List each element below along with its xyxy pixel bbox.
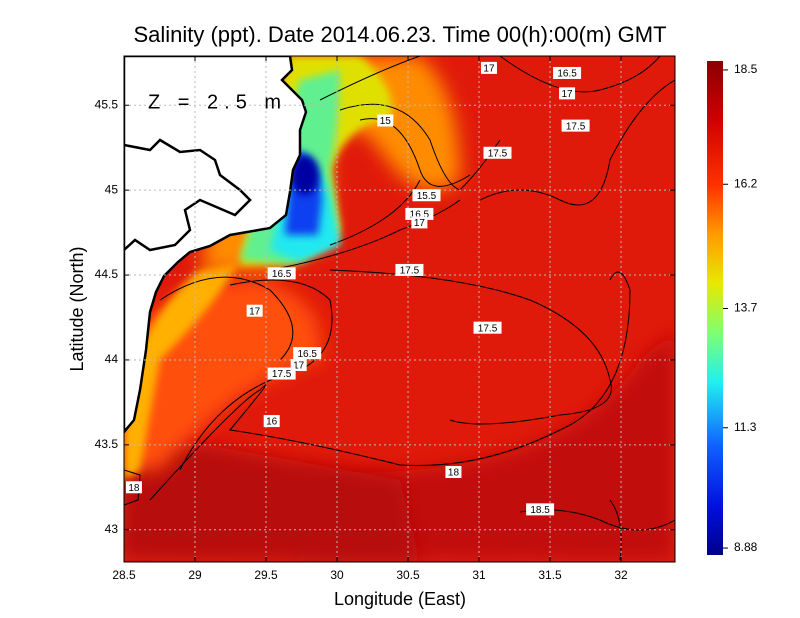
contour-label: 18 <box>128 483 140 494</box>
contour-label: 16 <box>266 417 278 428</box>
plot-frame <box>123 55 676 563</box>
contour-label: 17.5 <box>400 266 420 277</box>
colorbar-tick-label: 11.3 <box>734 420 757 434</box>
contour-label-box <box>125 481 142 494</box>
contour-label: 16.5 <box>297 349 317 360</box>
contour-label: 18.5 <box>530 505 550 516</box>
contour-label-box <box>559 87 576 100</box>
colorbar-tick-label: 13.7 <box>734 301 758 315</box>
contour-label: 17.5 <box>478 323 498 334</box>
contour-label: 17.5 <box>272 369 292 380</box>
contour-label-box <box>246 304 263 317</box>
contour-label-box <box>561 119 590 132</box>
contour-label: 17 <box>483 64 495 75</box>
contour-label-box <box>553 66 582 79</box>
y-tick-label: 44.5 <box>95 267 119 281</box>
x-axis-label: Longitude (East) <box>334 589 466 609</box>
y-tick-label: 45.5 <box>95 97 119 111</box>
x-tick-label: 29 <box>188 568 202 582</box>
contour-label: 16.5 <box>272 269 292 280</box>
contour-label: 17 <box>562 89 574 100</box>
contour-label: 15 <box>380 116 392 127</box>
x-tick-label: 30.5 <box>396 568 420 582</box>
contour-label: 17.5 <box>488 148 508 159</box>
x-tick-label: 31 <box>472 568 486 582</box>
y-tick-label: 43 <box>105 522 119 536</box>
contour-label: 17 <box>293 361 305 372</box>
contour-label-box <box>411 216 428 229</box>
y-tick-label: 44 <box>105 352 119 366</box>
contour-label-box <box>473 321 502 334</box>
contour-label-box <box>483 146 512 159</box>
x-tick-label: 31.5 <box>538 568 562 582</box>
contour-label: 16.5 <box>557 69 577 80</box>
colorbar-tick-label: 8.88 <box>734 540 758 554</box>
contour-label: 16.5 <box>410 210 430 221</box>
contour-label-box <box>377 114 394 127</box>
contour-label-box <box>263 415 280 428</box>
contour-label-box <box>526 503 555 516</box>
contour-label-box <box>445 466 462 479</box>
colorbar <box>707 61 723 555</box>
y-axis-label: Latitude (North) <box>67 246 87 371</box>
contour-label-box <box>267 367 296 380</box>
contour-label: 17 <box>249 306 261 317</box>
contour-label-box <box>293 347 322 360</box>
contour-label: 15.5 <box>417 191 437 202</box>
contour-label-box <box>267 267 296 280</box>
contour-label-box <box>395 263 424 276</box>
title: Salinity (ppt). Date 2014.06.23. Time 00… <box>133 22 666 47</box>
contour-label-box <box>412 189 441 202</box>
colorbar-tick-label: 18.5 <box>734 62 758 76</box>
contour-label: 18 <box>448 468 460 479</box>
salinity-field <box>124 56 675 562</box>
y-tick-label: 43.5 <box>95 437 119 451</box>
contour-label: 17.5 <box>566 121 586 132</box>
contour-label: 17 <box>414 218 426 229</box>
y-tick-label: 45 <box>105 182 119 196</box>
x-tick-label: 30 <box>330 568 344 582</box>
contour-label-box <box>480 61 497 74</box>
x-tick-label: 29.5 <box>254 568 278 582</box>
x-tick-label: 28.5 <box>112 568 136 582</box>
colorbar-tick-label: 16.2 <box>734 176 758 190</box>
depth-annotation: Z = 2.5 m <box>148 91 287 113</box>
x-tick-label: 32 <box>614 568 628 582</box>
